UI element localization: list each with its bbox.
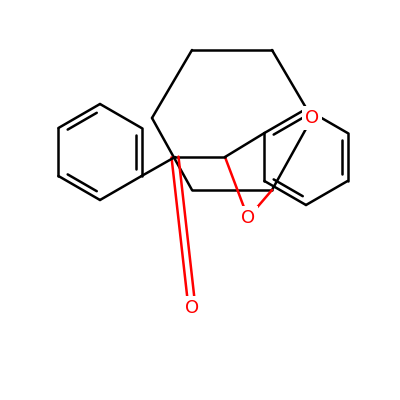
Text: O: O	[241, 209, 255, 227]
Text: O: O	[185, 299, 199, 317]
Text: O: O	[305, 109, 319, 127]
